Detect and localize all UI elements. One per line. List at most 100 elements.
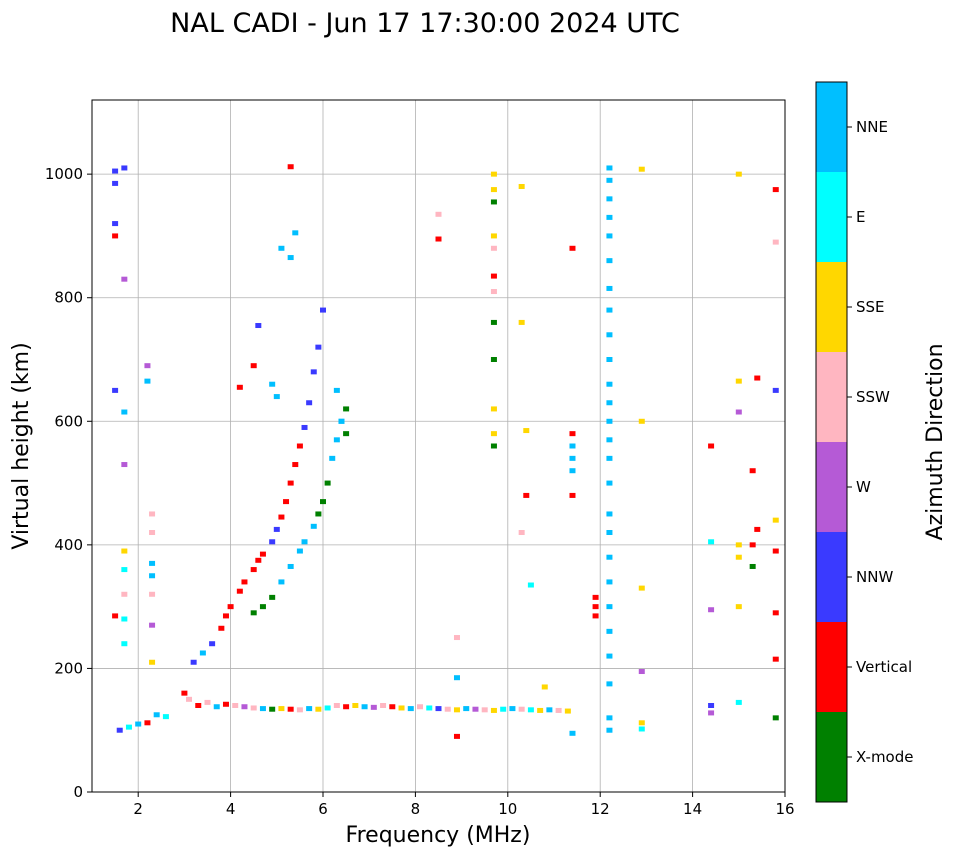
echo-point <box>324 705 331 711</box>
colorbar-tick-label: NNE <box>856 118 888 136</box>
echo-point <box>490 199 497 205</box>
colorbar-tick-label: SSE <box>856 298 885 316</box>
grid <box>92 100 786 793</box>
echo-point <box>735 378 742 384</box>
colorbar-swatch <box>816 712 847 802</box>
x-axis-ticks: 2 4 6 8 10 12 14 16 <box>133 792 795 818</box>
echo-point <box>236 384 243 390</box>
echo-point <box>273 394 280 400</box>
echo-point <box>564 708 571 714</box>
y-tick-label: 0 <box>73 783 83 801</box>
colorbar-frame <box>815 81 848 803</box>
echo-point <box>606 165 613 171</box>
echo-point <box>144 720 151 726</box>
echo-point <box>606 214 613 220</box>
echo-point <box>310 523 317 529</box>
echo-point <box>121 616 128 622</box>
echo-point <box>490 406 497 412</box>
echo-point <box>195 703 202 708</box>
echo-point <box>606 400 613 406</box>
echo-point <box>435 236 442 242</box>
echo-point <box>606 233 613 239</box>
echo-point <box>772 187 779 193</box>
echo-point <box>329 455 336 461</box>
echo-point <box>232 703 239 708</box>
echo-point <box>569 455 576 461</box>
echo-point <box>283 499 290 505</box>
x-tick-label: 6 <box>318 800 328 818</box>
echo-point <box>490 707 497 713</box>
echo-point <box>490 289 497 295</box>
echo-point <box>772 239 779 245</box>
echo-point <box>772 387 779 393</box>
colorbar-swatch <box>816 172 847 262</box>
echo-point <box>259 551 266 557</box>
echo-point <box>444 706 451 712</box>
echo-point <box>222 613 229 619</box>
echo-point <box>255 323 262 329</box>
echo-point <box>296 443 303 449</box>
echo-point <box>708 443 715 449</box>
echo-point <box>125 724 132 730</box>
echo-point <box>606 579 613 585</box>
echo-point <box>296 707 303 713</box>
echo-point <box>490 443 497 449</box>
echo-point <box>250 363 257 369</box>
echo-point <box>292 462 299 468</box>
echo-point <box>315 344 322 350</box>
echo-point <box>149 511 156 517</box>
echo-point <box>116 727 123 733</box>
echo-point <box>453 675 460 681</box>
echo-point <box>315 706 322 712</box>
echo-point <box>269 381 276 387</box>
echo-point <box>121 548 128 554</box>
y-axis-ticks: 0 200 400 600 800 1000 <box>45 165 92 801</box>
echo-point <box>569 245 576 251</box>
echo-point <box>301 539 308 545</box>
echo-point <box>121 165 128 171</box>
echo-point <box>453 733 460 739</box>
echo-point <box>149 573 156 579</box>
echo-point <box>463 706 470 712</box>
echo-point <box>490 431 497 437</box>
echo-point <box>250 610 257 616</box>
echo-point <box>592 594 599 600</box>
colorbar-swatch <box>816 352 847 442</box>
echo-point <box>606 357 613 362</box>
echo-point <box>518 706 525 712</box>
echo-point <box>112 168 119 174</box>
echo-point <box>708 703 715 708</box>
echo-point <box>490 233 497 239</box>
echo-point <box>287 255 294 261</box>
echo-point <box>269 539 276 545</box>
echo-point <box>278 579 285 585</box>
echo-point <box>606 381 613 387</box>
echo-point <box>213 704 220 710</box>
echo-point <box>241 704 248 710</box>
echo-point <box>453 707 460 713</box>
echo-point <box>121 462 128 468</box>
echo-point <box>523 428 530 434</box>
echo-point <box>435 211 442 217</box>
echo-point <box>149 591 156 597</box>
x-axis-label: Frequency (MHz) <box>346 823 531 848</box>
echo-point <box>250 705 257 711</box>
echo-point <box>638 720 645 726</box>
echo-point <box>121 276 128 282</box>
echo-point <box>606 480 613 486</box>
echo-point <box>490 319 497 325</box>
colorbar-tick-label: NNW <box>856 568 893 586</box>
x-tick-label: 2 <box>133 800 143 818</box>
echo-point <box>112 221 119 227</box>
echo-point <box>112 180 119 186</box>
colorbar-tick-label: W <box>856 478 871 496</box>
echo-point <box>273 526 280 532</box>
echo-point <box>606 177 613 183</box>
echo-point <box>490 273 497 279</box>
echo-point <box>569 730 576 736</box>
echo-point <box>527 707 534 713</box>
y-tick-label: 800 <box>54 289 83 307</box>
echo-point <box>509 706 516 712</box>
echo-point <box>333 703 340 708</box>
x-tick-label: 14 <box>683 800 702 818</box>
